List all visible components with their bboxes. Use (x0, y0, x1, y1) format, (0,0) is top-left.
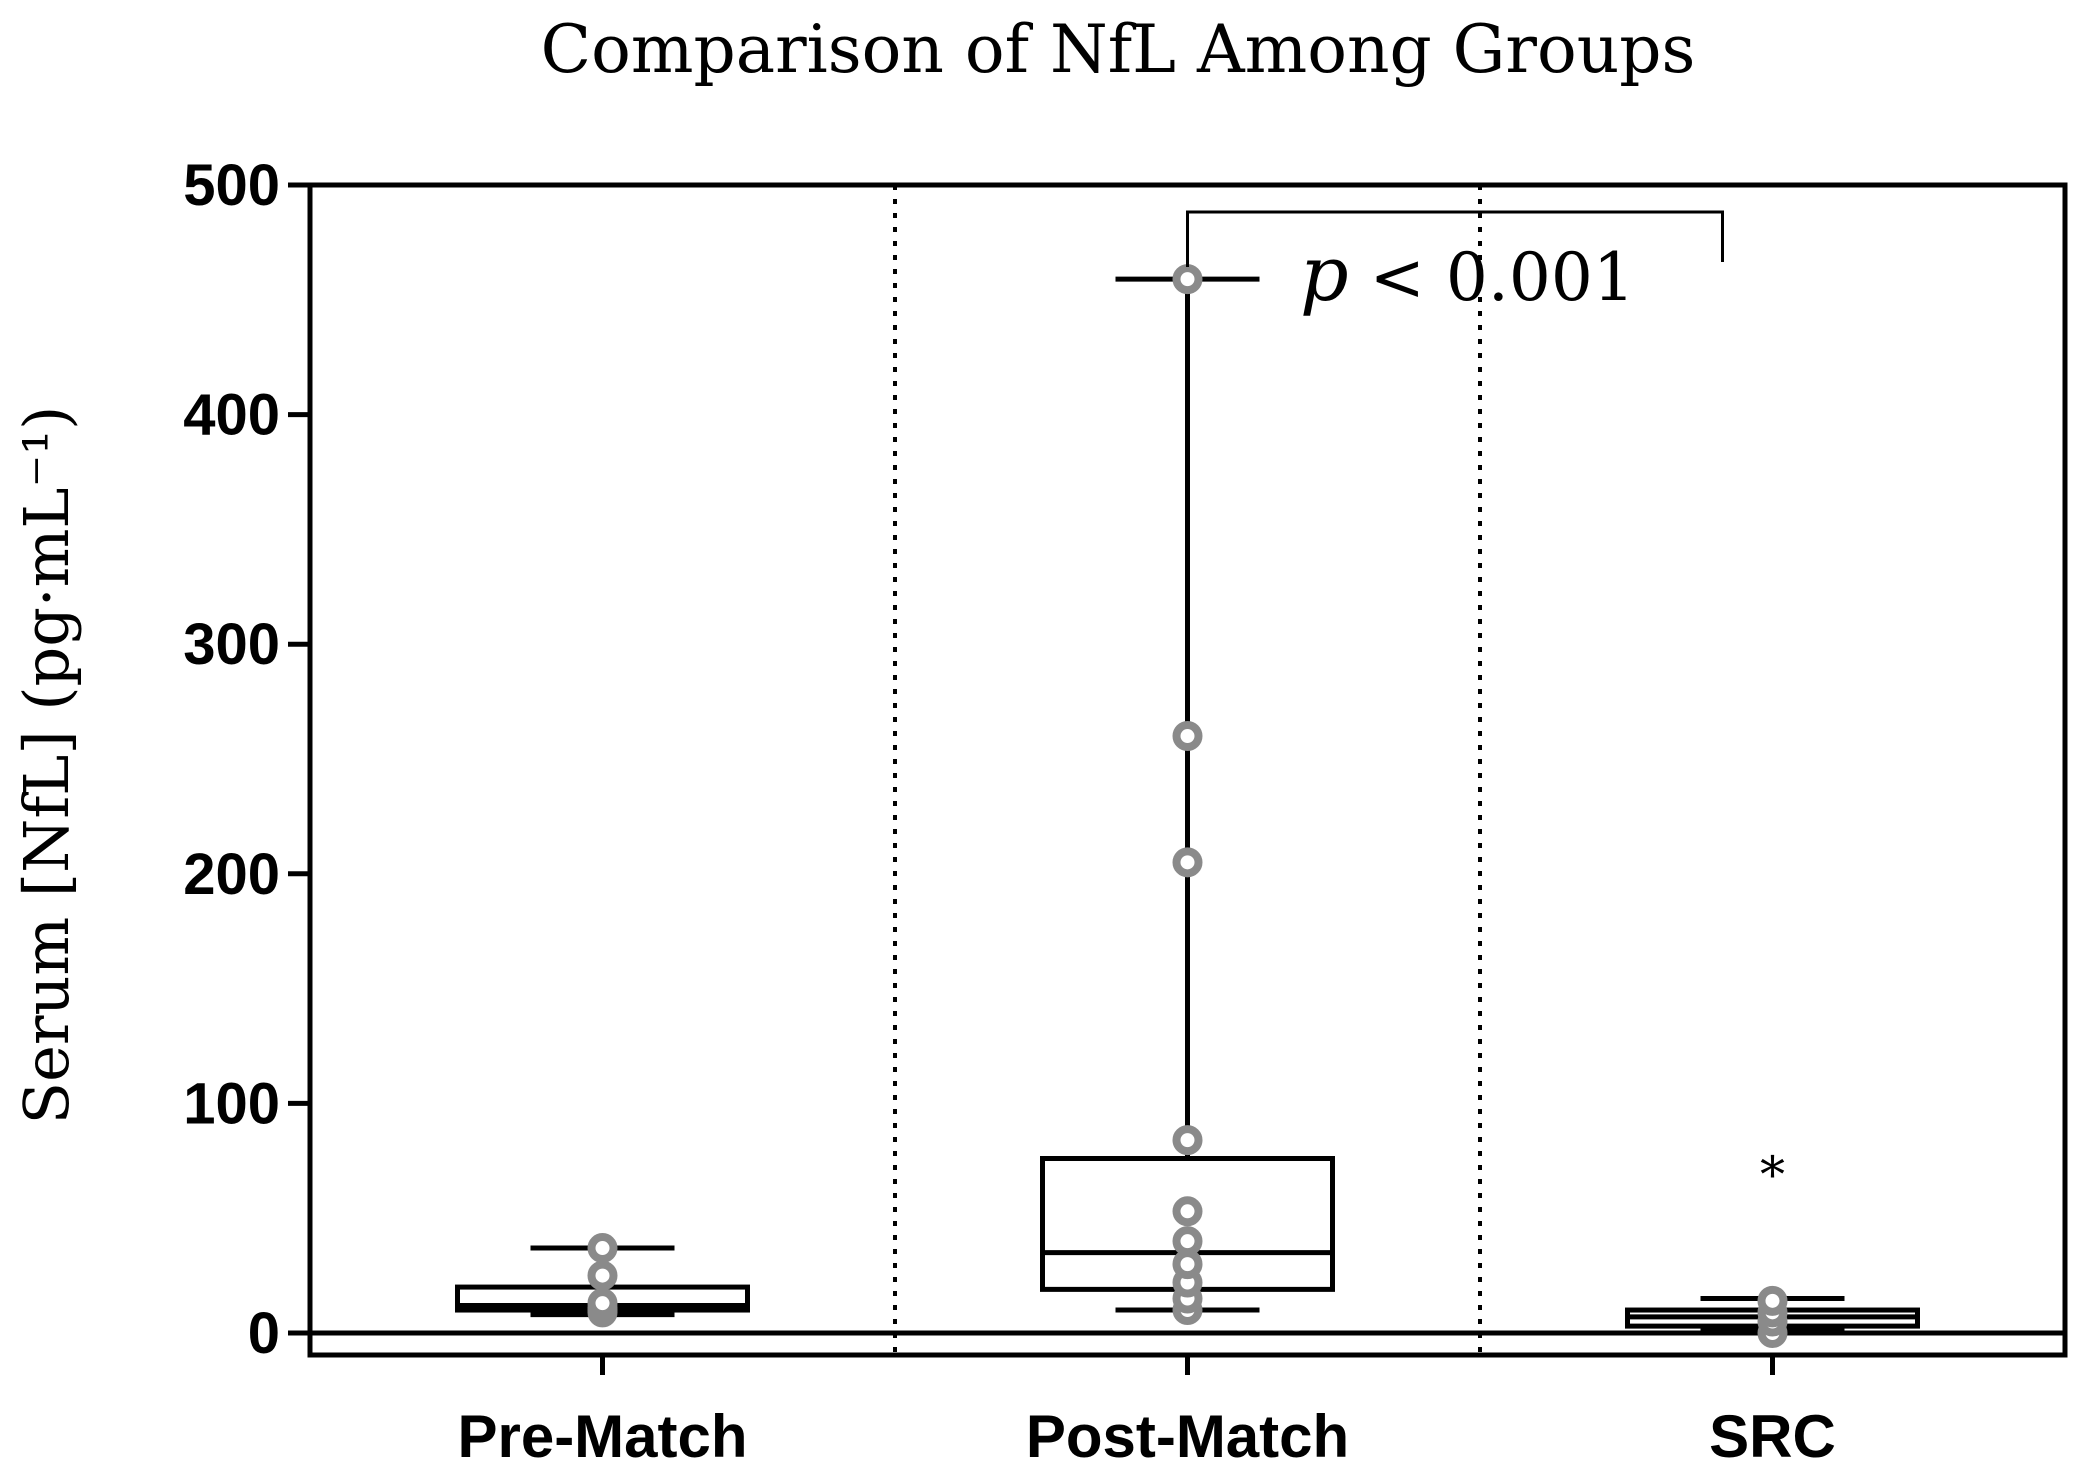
x-tick-label: SRC (1709, 1403, 1836, 1470)
x-tick-labels: Pre-Match Post-Match SRC (457, 1355, 1836, 1470)
annotations: p < 0.001 * (1186, 210, 1785, 1204)
y-tick-label: 500 (183, 153, 280, 218)
box-src (1625, 1285, 1920, 1348)
chart-title: Comparison of NfL Among Groups (541, 11, 1696, 88)
data-point (587, 1260, 618, 1291)
y-tick-label: 200 (183, 842, 280, 907)
data-point (587, 1288, 618, 1319)
data-point (1172, 847, 1203, 878)
data-point (1172, 1249, 1203, 1280)
data-point (587, 1233, 618, 1264)
data-point (1172, 721, 1203, 752)
x-tick-label: Pre-Match (457, 1403, 747, 1470)
significance-bracket (1186, 210, 1724, 267)
p-value-text: < 0.001 (1349, 239, 1635, 316)
y-tick-label: 300 (183, 612, 280, 677)
box-pre-match (455, 1233, 750, 1328)
y-tick-label: 0 (248, 1301, 280, 1366)
x-tick-label: Post-Match (1026, 1403, 1349, 1470)
p-symbol: p (1300, 229, 1349, 318)
data-point (1172, 264, 1203, 295)
y-ticks: 0 100 200 300 400 500 (183, 153, 310, 1366)
y-axis-label: Serum [NfL] (pg·mL⁻¹) (10, 406, 83, 1125)
data-point (1172, 1226, 1203, 1257)
y-tick-label: 400 (183, 383, 280, 448)
data-point (1172, 1196, 1203, 1227)
p-value-label: p < 0.001 (1300, 229, 1635, 318)
data-point (1757, 1285, 1788, 1316)
data-point (1172, 1125, 1203, 1156)
y-tick-label: 100 (183, 1071, 280, 1136)
box-plots (455, 264, 1920, 1348)
box-post-match (1040, 264, 1335, 1326)
significance-star: * (1760, 1146, 1785, 1204)
